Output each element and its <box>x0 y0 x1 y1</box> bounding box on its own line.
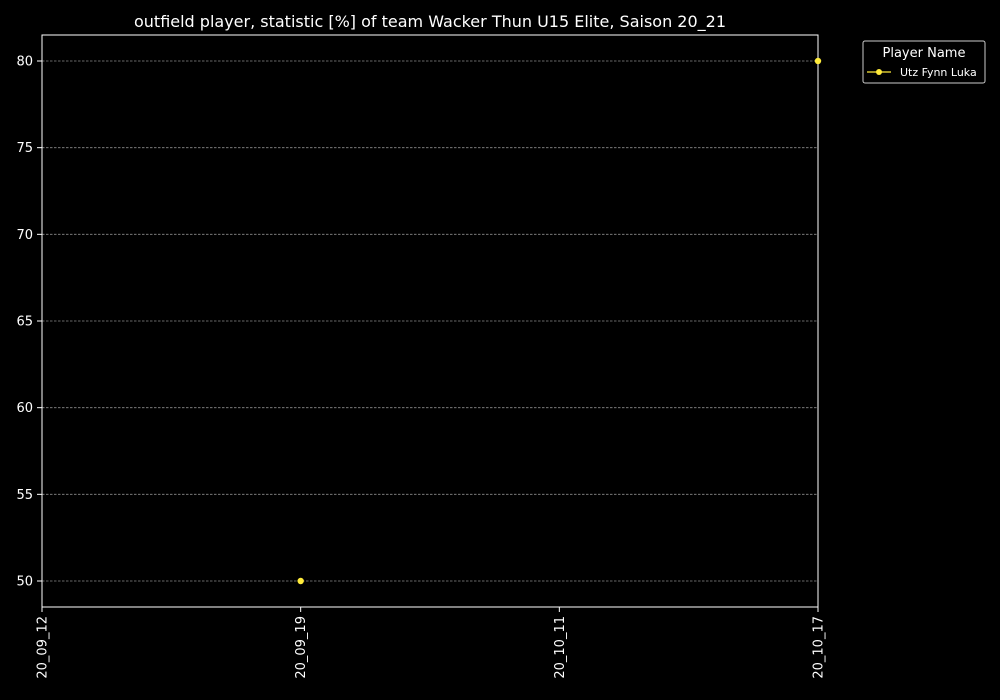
data-point <box>297 577 304 585</box>
x-axis-ticks: 20_09_12 20_09_19 20_10_11 20_10_17 <box>36 607 827 679</box>
data-point <box>814 57 822 65</box>
x-tick-label: 20_09_12 <box>36 616 51 679</box>
y-tick-label: 75 <box>16 141 33 156</box>
y-tick-label: 65 <box>16 315 33 330</box>
legend-items: Utz Fynn Luka <box>867 66 977 79</box>
legend-frame <box>862 40 986 84</box>
x-tick-label: 20_10_11 <box>553 616 568 679</box>
grid-lines <box>42 60 818 582</box>
y-axis-ticks: 50 55 60 65 70 75 80 <box>16 55 42 590</box>
y-tick-label: 60 <box>16 401 33 416</box>
y-tick-label: 80 <box>16 55 33 70</box>
legend-title: Player Name <box>883 46 966 61</box>
y-tick-label: 50 <box>16 575 33 590</box>
y-tick-label: 55 <box>16 488 33 503</box>
y-tick-label: 70 <box>16 228 33 243</box>
chart-title: outfield player, statistic [%] of team W… <box>134 12 726 32</box>
x-tick-label: 20_09_19 <box>294 616 309 679</box>
series-marks <box>297 57 822 585</box>
x-tick-label: 20_10_17 <box>812 616 827 679</box>
legend-marker <box>876 69 882 75</box>
legend-label: Utz Fynn Luka <box>900 66 977 79</box>
legend: Player Name Utz Fynn Luka <box>862 40 986 84</box>
